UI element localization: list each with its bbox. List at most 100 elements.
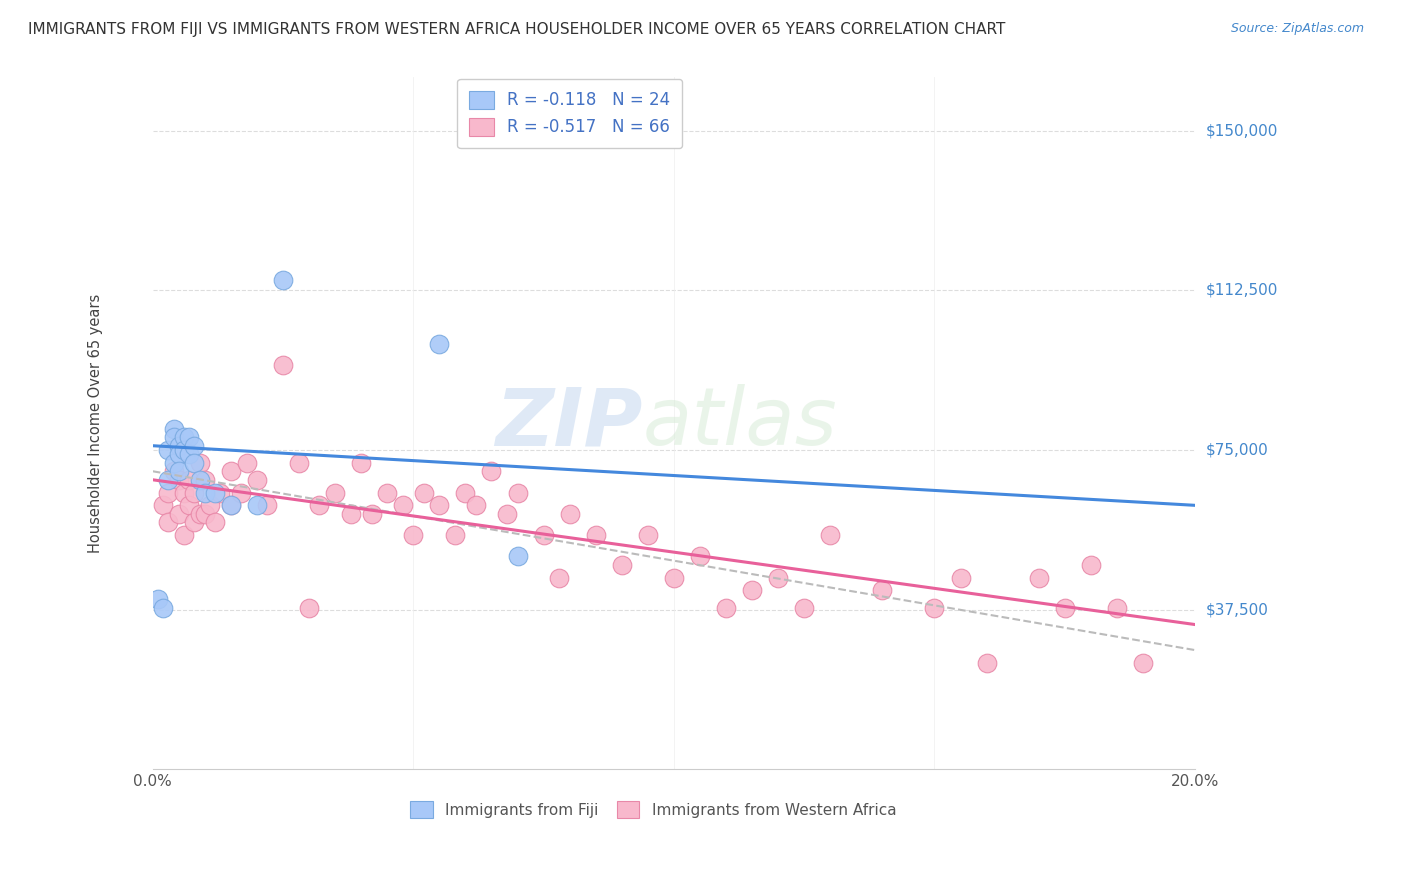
- Text: $112,500: $112,500: [1206, 283, 1278, 298]
- Point: [173, 442, 195, 457]
- Point: [179, 430, 201, 444]
- Point: [558, 507, 581, 521]
- Point: [204, 516, 226, 530]
- Point: [194, 507, 217, 521]
- Point: [173, 430, 195, 444]
- Point: [427, 336, 450, 351]
- Point: [219, 499, 242, 513]
- Point: [481, 464, 503, 478]
- Point: [548, 571, 571, 585]
- Point: [1028, 571, 1050, 585]
- Point: [872, 583, 894, 598]
- Point: [585, 528, 607, 542]
- Point: [506, 485, 529, 500]
- Point: [198, 499, 221, 513]
- Text: atlas: atlas: [643, 384, 838, 462]
- Text: $75,000: $75,000: [1206, 442, 1268, 458]
- Point: [375, 485, 398, 500]
- Point: [949, 571, 972, 585]
- Point: [402, 528, 425, 542]
- Point: [157, 485, 180, 500]
- Point: [271, 273, 294, 287]
- Point: [209, 485, 232, 500]
- Point: [173, 528, 195, 542]
- Point: [183, 456, 205, 470]
- Point: [162, 422, 184, 436]
- Point: [179, 499, 201, 513]
- Point: [1105, 600, 1128, 615]
- Point: [464, 499, 486, 513]
- Point: [167, 507, 190, 521]
- Point: [308, 499, 330, 513]
- Point: [219, 499, 242, 513]
- Point: [392, 499, 415, 513]
- Point: [496, 507, 519, 521]
- Point: [298, 600, 321, 615]
- Point: [235, 456, 257, 470]
- Point: [152, 499, 174, 513]
- Point: [444, 528, 467, 542]
- Point: [350, 456, 373, 470]
- Point: [818, 528, 841, 542]
- Point: [1053, 600, 1076, 615]
- Point: [741, 583, 763, 598]
- Point: [454, 485, 477, 500]
- Point: [167, 473, 190, 487]
- Point: [231, 485, 253, 500]
- Point: [1080, 558, 1102, 572]
- Text: Householder Income Over 65 years: Householder Income Over 65 years: [89, 293, 103, 553]
- Legend: Immigrants from Fiji, Immigrants from Western Africa: Immigrants from Fiji, Immigrants from We…: [404, 795, 903, 824]
- Point: [183, 516, 205, 530]
- Point: [506, 549, 529, 564]
- Point: [360, 507, 382, 521]
- Point: [188, 507, 211, 521]
- Point: [256, 499, 278, 513]
- Text: $37,500: $37,500: [1206, 602, 1270, 617]
- Point: [194, 485, 217, 500]
- Point: [162, 456, 184, 470]
- Point: [271, 358, 294, 372]
- Point: [662, 571, 685, 585]
- Point: [976, 656, 998, 670]
- Point: [179, 447, 201, 461]
- Text: IMMIGRANTS FROM FIJI VS IMMIGRANTS FROM WESTERN AFRICA HOUSEHOLDER INCOME OVER 6: IMMIGRANTS FROM FIJI VS IMMIGRANTS FROM …: [28, 22, 1005, 37]
- Point: [188, 456, 211, 470]
- Point: [246, 499, 269, 513]
- Point: [194, 473, 217, 487]
- Text: ZIP: ZIP: [495, 384, 643, 462]
- Point: [162, 430, 184, 444]
- Point: [793, 600, 815, 615]
- Point: [188, 473, 211, 487]
- Point: [323, 485, 346, 500]
- Point: [173, 485, 195, 500]
- Point: [427, 499, 450, 513]
- Point: [167, 447, 190, 461]
- Point: [183, 485, 205, 500]
- Point: [157, 442, 180, 457]
- Point: [637, 528, 659, 542]
- Point: [1132, 656, 1154, 670]
- Point: [204, 485, 226, 500]
- Point: [219, 464, 242, 478]
- Point: [339, 507, 361, 521]
- Point: [924, 600, 946, 615]
- Point: [287, 456, 309, 470]
- Point: [162, 464, 184, 478]
- Text: $150,000: $150,000: [1206, 123, 1278, 138]
- Point: [179, 473, 201, 487]
- Point: [412, 485, 434, 500]
- Point: [167, 439, 190, 453]
- Point: [533, 528, 555, 542]
- Point: [689, 549, 711, 564]
- Point: [246, 473, 269, 487]
- Point: [610, 558, 633, 572]
- Text: Source: ZipAtlas.com: Source: ZipAtlas.com: [1230, 22, 1364, 36]
- Point: [157, 473, 180, 487]
- Point: [183, 439, 205, 453]
- Point: [152, 600, 174, 615]
- Point: [167, 464, 190, 478]
- Point: [714, 600, 737, 615]
- Point: [157, 516, 180, 530]
- Point: [146, 592, 169, 607]
- Point: [766, 571, 789, 585]
